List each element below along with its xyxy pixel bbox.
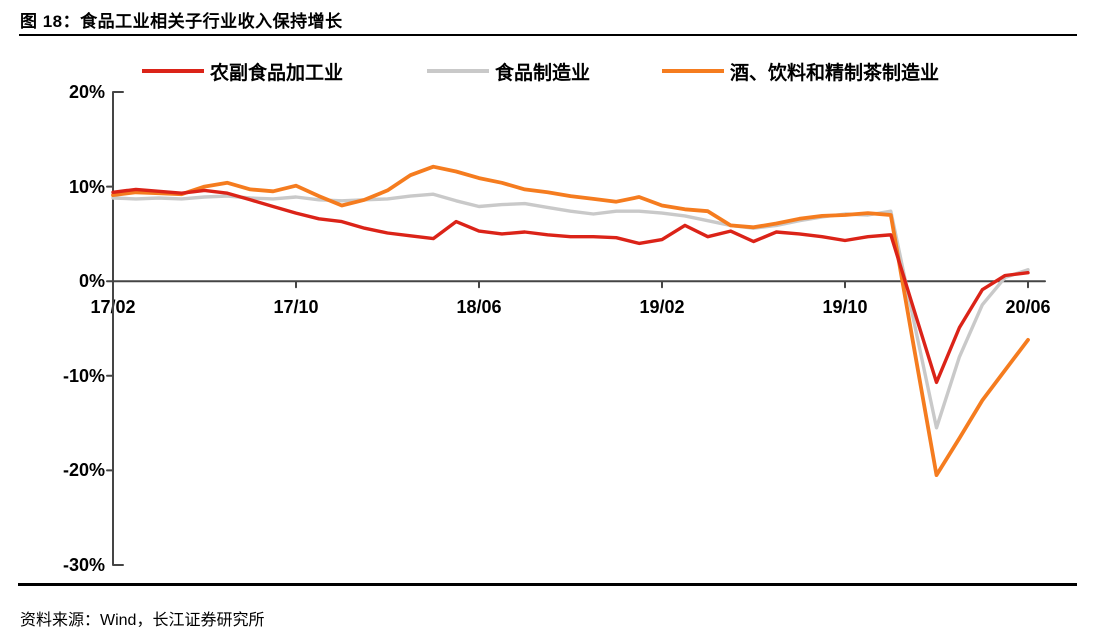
x-tick-label-19/10: 19/10 [822, 297, 868, 317]
x-axis [112, 280, 1046, 289]
x-tick-label-17/10: 17/10 [273, 297, 319, 317]
figure-title: 图 18：食品工业相关子行业收入保持增长 [20, 12, 343, 31]
title-underline [19, 34, 1077, 36]
y-axis [106, 91, 124, 566]
legend-swatch-red [142, 69, 204, 73]
series-line-1 [111, 192, 1030, 430]
legend-label: 农副食品加工业 [210, 62, 344, 84]
y-tick-label-20%: 20% [68, 82, 105, 102]
chart-legend: 农副食品加工业 食品制造业 酒、饮料和精制茶制造业 [0, 58, 1095, 84]
legend-swatch-orange [662, 69, 724, 73]
y-tick-label--20%: -20% [62, 460, 105, 481]
y-tick-label--10%: -10% [62, 365, 105, 386]
y-tick-label--30%: -30% [62, 555, 105, 575]
legend-label: 酒、饮料和精制茶制造业 [730, 62, 940, 84]
series-line-2 [111, 164, 1030, 477]
source-text: 资料来源：Wind，长江证券研究所 [20, 612, 265, 629]
x-tick-label-18/06: 18/06 [456, 297, 502, 317]
series-line-0 [111, 187, 1030, 385]
legend-label: 食品制造业 [495, 62, 591, 84]
x-tick-label-20/06: 20/06 [1005, 297, 1051, 317]
y-tick-label-10%: 10% [68, 176, 105, 197]
legend-item-nongfu: 农副食品加工业 [142, 58, 343, 84]
y-tick-label-0%: 0% [78, 271, 105, 292]
legend-item-jiu: 酒、饮料和精制茶制造业 [662, 58, 939, 84]
bottom-rule [18, 583, 1077, 586]
legend-item-shipin: 食品制造业 [427, 58, 590, 84]
x-tick-label-19/02: 19/02 [639, 297, 685, 317]
legend-swatch-gray [427, 69, 489, 73]
